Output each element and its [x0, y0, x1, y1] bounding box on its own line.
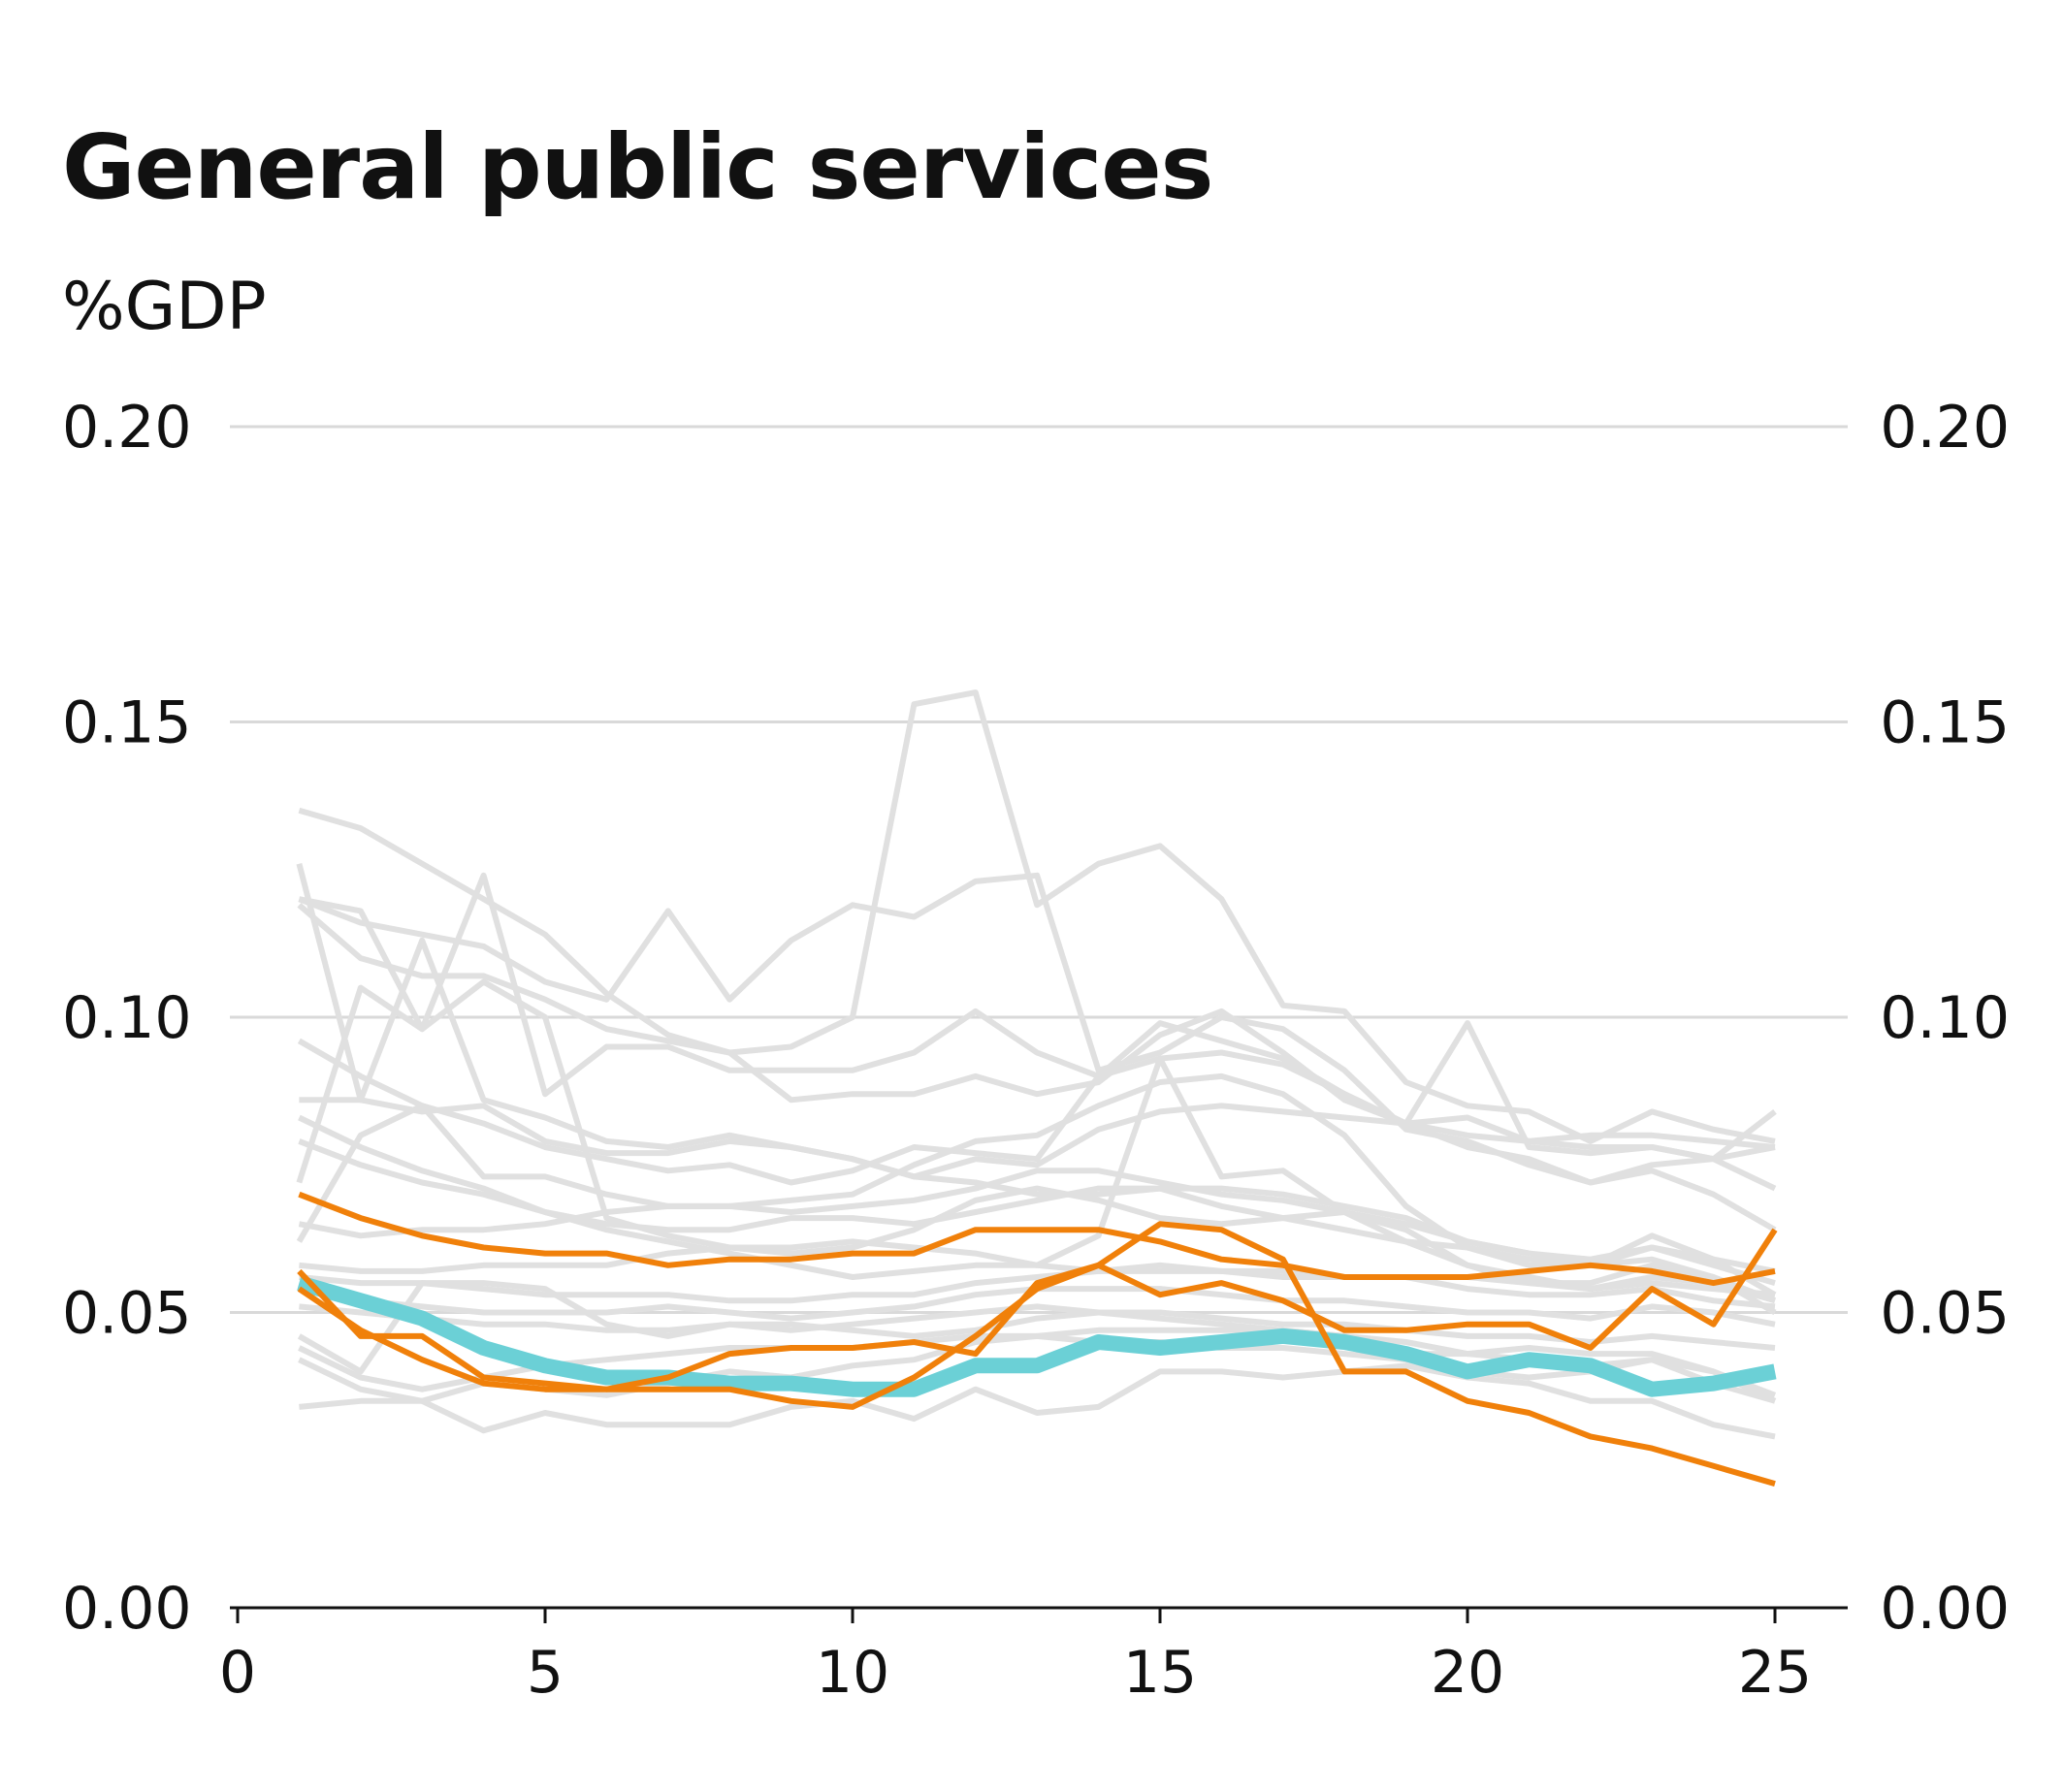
series-line-background [299, 1097, 1776, 1286]
series-line-background [297, 1280, 1777, 1404]
series-line-highlight [297, 1228, 1778, 1392]
series-line-background [298, 689, 1776, 1144]
series-line-background [299, 1303, 1776, 1351]
y-tick-label-left: 0.05 [62, 1280, 192, 1348]
series-line-background [296, 1072, 1777, 1297]
series-line-background [298, 872, 1776, 1186]
y-axis-left-labels: 0.00 0.05 0.10 0.15 0.20 [62, 394, 192, 1643]
y-tick-label-right: 0.10 [1880, 984, 2010, 1052]
background-series [296, 689, 1777, 1440]
series-line-background [299, 1267, 1776, 1310]
x-tick-label: 25 [1738, 1639, 1812, 1707]
chart-unit-label: %GDP [62, 269, 267, 345]
x-axis-labels: 0 5 10 15 20 25 [219, 1639, 1812, 1707]
highlight-series [297, 1191, 1778, 1487]
x-tick-label: 0 [219, 1639, 256, 1707]
series-line-highlight [297, 1221, 1776, 1487]
x-tick-label: 5 [527, 1639, 564, 1707]
focus-series [297, 1275, 1777, 1397]
chart-title: General public services [62, 115, 1213, 219]
y-tick-label-left: 0.20 [62, 394, 192, 462]
y-tick-label-left: 0.15 [62, 689, 192, 757]
series-line-background [298, 872, 1776, 1150]
series-line-highlight [298, 1191, 1776, 1287]
y-tick-label-right: 0.15 [1880, 689, 2010, 757]
y-axis-right-labels: 0.00 0.05 0.10 0.15 0.20 [1880, 394, 2010, 1643]
x-tick-label: 20 [1431, 1639, 1504, 1707]
series-line-background [297, 1020, 1777, 1192]
x-axis [230, 1606, 1848, 1623]
series-line-focus [297, 1275, 1777, 1397]
y-tick-label-right: 0.00 [1880, 1575, 2010, 1643]
series-line-background [299, 1238, 1776, 1298]
y-tick-label-left: 0.10 [62, 984, 192, 1052]
y-tick-label-right: 0.20 [1880, 394, 2010, 462]
y-tick-label-right: 0.05 [1880, 1280, 2010, 1348]
series-line-background [297, 903, 1777, 1232]
series-line-background [299, 1362, 1776, 1440]
y-tick-label-left: 0.00 [62, 1575, 192, 1643]
x-tick-label: 15 [1123, 1639, 1197, 1707]
series-line-background [298, 1168, 1777, 1304]
x-tick-label: 10 [816, 1639, 889, 1707]
